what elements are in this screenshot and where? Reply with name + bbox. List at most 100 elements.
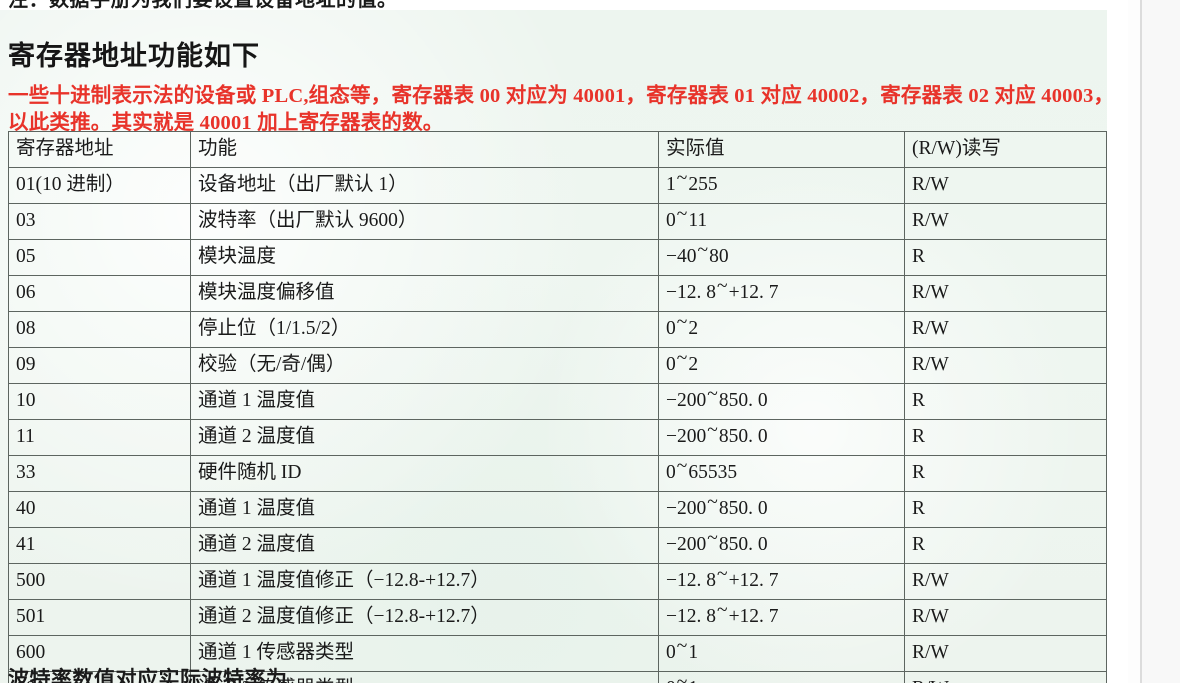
range-tilde-icon: ~ — [676, 312, 688, 334]
cell-address: 09 — [8, 347, 191, 384]
cell-function: 通道 1 温度值修正（−12.8-+12.7） — [190, 563, 659, 600]
cell-value-range: 0~2 — [658, 311, 905, 348]
cell-readwrite: R/W — [904, 347, 1107, 384]
cell-readwrite: R/W — [904, 563, 1107, 600]
range-tilde-icon: ~ — [676, 636, 688, 658]
outer-background — [1142, 0, 1180, 683]
value-range-max: 255 — [688, 174, 718, 195]
value-range-min: −12. 8 — [666, 570, 716, 591]
column-header-function: 功能 — [190, 131, 659, 168]
cell-function: 设备地址（出厂默认 1） — [190, 167, 659, 204]
cell-address: 05 — [8, 239, 191, 276]
cell-readwrite: R/W — [904, 671, 1107, 683]
cell-readwrite: R/W — [904, 203, 1107, 240]
previous-paragraph-cutoff: 注：数据手册为我们要设置设备地址的值。 — [8, 0, 398, 11]
cell-function: 波特率（出厂默认 9600） — [190, 203, 659, 240]
value-range-max: +12. 7 — [728, 570, 779, 591]
cell-readwrite: R/W — [904, 275, 1107, 312]
cell-readwrite: R — [904, 527, 1107, 564]
cell-value-range: 0~11 — [658, 203, 905, 240]
cell-value-range: 0~1 — [658, 671, 905, 683]
range-tilde-icon: ~ — [707, 420, 718, 442]
cell-function: 模块温度偏移值 — [190, 275, 659, 312]
page-top-margin — [0, 0, 1128, 10]
range-tilde-icon: ~ — [676, 456, 688, 478]
table-row: 33 硬件随机 ID 0~65535 R — [8, 455, 1107, 492]
cell-address: 01(10 进制） — [8, 167, 191, 204]
range-tilde-icon: ~ — [676, 672, 688, 683]
cell-address: 03 — [8, 203, 191, 240]
range-tilde-icon: ~ — [717, 600, 728, 622]
range-tilde-icon: ~ — [707, 492, 718, 514]
cell-readwrite: R/W — [904, 311, 1107, 348]
next-paragraph-cutoff: 波特率数值对应实际波特率为 — [8, 667, 288, 683]
cell-value-range: 0~65535 — [658, 455, 905, 492]
value-range-max: +12. 7 — [728, 282, 779, 303]
range-tilde-icon: ~ — [676, 204, 688, 226]
value-range-min: −200 — [666, 390, 707, 411]
cell-readwrite: R — [904, 455, 1107, 492]
value-range-min: −12. 8 — [666, 282, 716, 303]
cell-value-range: −12. 8~+12. 7 — [658, 275, 905, 312]
cell-value-range: −40~80 — [658, 239, 905, 276]
value-range-max: 2 — [688, 354, 699, 375]
cell-address: 501 — [8, 599, 191, 636]
value-range-min: 0 — [666, 642, 676, 663]
value-range-min: −200 — [666, 498, 707, 519]
value-range-min: 0 — [666, 678, 676, 683]
value-range-min: 0 — [666, 318, 676, 339]
table-row: 600 通道 1 传感器类型 0~1 R/W — [8, 635, 1107, 672]
cell-function: 模块温度 — [190, 239, 659, 276]
value-range-max: 1 — [688, 642, 699, 663]
cell-address: 500 — [8, 563, 191, 600]
cell-function: 通道 2 温度值 — [190, 527, 659, 564]
value-range-max: 2 — [688, 318, 699, 339]
table-row: 41 通道 2 温度值 −200~850. 0 R — [8, 527, 1107, 564]
table-row: 03 波特率（出厂默认 9600） 0~11 R/W — [8, 203, 1107, 240]
table-row: 09 校验（无/奇/偶） 0~2 R/W — [8, 347, 1107, 384]
register-mapping-note: 一些十进制表示法的设备或 PLC,组态等，寄存器表 00 对应为 40001，寄… — [8, 84, 1115, 134]
cell-readwrite: R — [904, 383, 1107, 420]
cell-function: 通道 2 温度值修正（−12.8-+12.7） — [190, 599, 659, 636]
cell-value-range: −12. 8~+12. 7 — [658, 599, 905, 636]
cell-function: 通道 2 温度值 — [190, 419, 659, 456]
value-range-min: 0 — [666, 462, 676, 483]
range-tilde-icon: ~ — [707, 384, 718, 406]
value-range-min: −200 — [666, 534, 707, 555]
cell-address: 08 — [8, 311, 191, 348]
value-range-max: 850. 0 — [718, 498, 768, 519]
cell-value-range: −200~850. 0 — [658, 383, 905, 420]
value-range-max: 850. 0 — [718, 426, 768, 447]
column-header-address: 寄存器地址 — [8, 131, 191, 168]
range-tilde-icon: ~ — [717, 276, 728, 298]
cell-address: 41 — [8, 527, 191, 564]
column-header-readwrite: (R/W)读写 — [904, 131, 1107, 168]
value-range-max: 850. 0 — [718, 534, 768, 555]
value-range-min: 0 — [666, 210, 676, 231]
page-right-margin — [1107, 0, 1128, 683]
cell-value-range: −200~850. 0 — [658, 491, 905, 528]
cell-address: 11 — [8, 419, 191, 456]
table-row: 08 停止位（1/1.5/2） 0~2 R/W — [8, 311, 1107, 348]
cell-function: 通道 1 温度值 — [190, 383, 659, 420]
document-page: 注：数据手册为我们要设置设备地址的值。 寄存器地址功能如下 一些十进制表示法的设… — [0, 0, 1128, 683]
cell-readwrite: R — [904, 419, 1107, 456]
cell-value-range: 0~2 — [658, 347, 905, 384]
cell-function: 通道 1 温度值 — [190, 491, 659, 528]
value-range-max: 850. 0 — [718, 390, 768, 411]
value-range-max: 1 — [688, 678, 698, 683]
value-range-min: 1 — [666, 174, 676, 195]
value-range-min: −12. 8 — [666, 606, 716, 627]
cell-address: 40 — [8, 491, 191, 528]
panel-divider — [1140, 0, 1142, 683]
cell-readwrite: R — [904, 491, 1107, 528]
range-tilde-icon: ~ — [707, 528, 718, 550]
cell-readwrite: R/W — [904, 635, 1107, 672]
table-row: 01(10 进制） 设备地址（出厂默认 1） 1~255 R/W — [8, 167, 1107, 204]
